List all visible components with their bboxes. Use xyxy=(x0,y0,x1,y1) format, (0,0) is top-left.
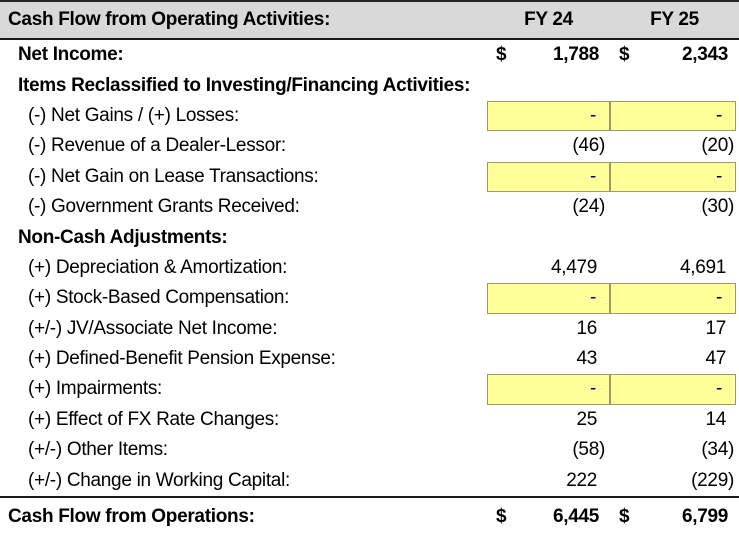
cell-fy25[interactable]: 47 xyxy=(705,348,726,370)
cell-fy24[interactable]: $1,788 xyxy=(487,40,610,70)
table-row: (+) Defined-Benefit Pension Expense: 43 47 xyxy=(0,344,739,374)
row-label: (-) Net Gains / (+) Losses: xyxy=(28,104,239,126)
cell-fy25[interactable]: 17 xyxy=(705,317,726,339)
total-fy24-value: 6,445 xyxy=(552,506,599,528)
total-cell-fy25[interactable]: $ 6,799 xyxy=(610,498,739,533)
total-fy25-value: 6,799 xyxy=(681,506,728,528)
cell-fy25[interactable]: (34) xyxy=(701,439,734,461)
input-cell-fy25[interactable]: - xyxy=(610,161,736,192)
total-row: Cash Flow from Operations: $ 6,445 $ 6,7… xyxy=(0,495,739,533)
row-label: (-) Revenue of a Dealer-Lessor: xyxy=(28,135,286,157)
row-label: (-) Net Gain on Lease Transactions: xyxy=(28,165,319,187)
cell-fy25[interactable]: (20) xyxy=(701,135,734,157)
fy25-value: 2,343 xyxy=(681,44,728,66)
input-cell-fy24[interactable]: - xyxy=(487,100,610,132)
cell-fy25[interactable]: $2,343 xyxy=(610,40,739,70)
total-cell-fy24[interactable]: $ 6,445 xyxy=(487,498,610,533)
row-label: (+) Effect of FX Rate Changes: xyxy=(28,408,279,430)
table-row: Items Reclassified to Investing/Financin… xyxy=(0,70,739,100)
cell-fy24[interactable]: (24) xyxy=(572,196,605,218)
table-row: (-) Net Gain on Lease Transactions: - - xyxy=(0,161,739,192)
row-label: (+/-) Change in Working Capital: xyxy=(28,469,290,491)
input-cell-fy24[interactable]: - xyxy=(487,161,610,192)
cell-fy24[interactable]: 43 xyxy=(576,348,597,370)
table-row: (+/-) Change in Working Capital: 222 (229) xyxy=(0,465,739,495)
row-label: Net Income: xyxy=(18,44,124,66)
table-row: (-) Net Gains / (+) Losses: - - xyxy=(0,100,739,132)
table-row: (+/-) JV/Associate Net Income: 16 17 xyxy=(0,314,739,344)
cell-fy24[interactable]: 222 xyxy=(566,469,597,491)
fy24-value: 1,788 xyxy=(552,44,599,66)
table-row: (+) Effect of FX Rate Changes: 25 14 xyxy=(0,405,739,435)
input-cell-fy25[interactable]: - xyxy=(610,283,736,314)
cell-fy24[interactable] xyxy=(487,222,610,252)
input-cell-fy24[interactable]: - xyxy=(487,374,610,405)
row-label: (+) Defined-Benefit Pension Expense: xyxy=(28,348,336,370)
dollar-sign: $ xyxy=(496,506,507,528)
cell-fy24[interactable]: (46) xyxy=(572,135,605,157)
row-label: (+) Impairments: xyxy=(28,378,163,400)
table-title: Cash Flow from Operating Activities: xyxy=(8,9,331,30)
header-row: Cash Flow from Operating Activities: FY … xyxy=(0,2,739,40)
row-label: Non-Cash Adjustments: xyxy=(18,226,228,248)
table-row: (+) Stock-Based Compensation: - - xyxy=(0,283,739,314)
dollar-sign: $ xyxy=(619,506,630,528)
cell-fy25[interactable] xyxy=(610,70,739,100)
table-row: (-) Government Grants Received: (24) (30) xyxy=(0,192,739,222)
cell-fy24[interactable]: 16 xyxy=(576,317,597,339)
table-body: Net Income: $1,788 $2,343 Items Reclassifie… xyxy=(0,40,739,496)
dollar-sign: $ xyxy=(496,44,507,66)
cell-fy24[interactable]: (58) xyxy=(572,439,605,461)
cell-fy24[interactable]: 25 xyxy=(576,408,597,430)
table-row: Non-Cash Adjustments: xyxy=(0,222,739,252)
cell-fy25[interactable]: (30) xyxy=(701,196,734,218)
dollar-sign: $ xyxy=(619,44,630,66)
row-label: (+) Depreciation & Amortization: xyxy=(28,256,288,278)
input-cell-fy25[interactable]: - xyxy=(610,100,736,132)
cell-fy25[interactable]: 4,691 xyxy=(679,256,726,278)
row-label: (-) Government Grants Received: xyxy=(28,196,300,218)
cell-fy24[interactable]: 4,479 xyxy=(550,256,597,278)
row-label: (+/-) JV/Associate Net Income: xyxy=(28,317,278,339)
table-row: (+) Depreciation & Amortization: 4,479 4,6… xyxy=(0,253,739,283)
input-cell-fy24[interactable]: - xyxy=(487,283,610,314)
row-label: (+/-) Other Items: xyxy=(28,439,168,461)
row-label: Items Reclassified to Investing/Financin… xyxy=(18,74,471,96)
cell-fy25[interactable]: (229) xyxy=(691,469,734,491)
table-row: Net Income: $1,788 $2,343 xyxy=(0,40,739,70)
input-cell-fy25[interactable]: - xyxy=(610,374,736,405)
column-header-fy24[interactable]: FY 24 xyxy=(524,9,573,30)
row-label: (+) Stock-Based Compensation: xyxy=(28,287,290,309)
total-row-label: Cash Flow from Operations: xyxy=(8,506,255,528)
table-row: (+) Impairments: - - xyxy=(0,374,739,405)
cell-fy25[interactable]: 14 xyxy=(705,408,726,430)
cell-fy25[interactable] xyxy=(610,222,739,252)
table-row: (-) Revenue of a Dealer-Lessor: (46) (20) xyxy=(0,131,739,161)
column-header-fy25[interactable]: FY 25 xyxy=(650,9,699,30)
table-row: (+/-) Other Items: (58) (34) xyxy=(0,435,739,465)
cell-fy24[interactable] xyxy=(487,70,610,100)
